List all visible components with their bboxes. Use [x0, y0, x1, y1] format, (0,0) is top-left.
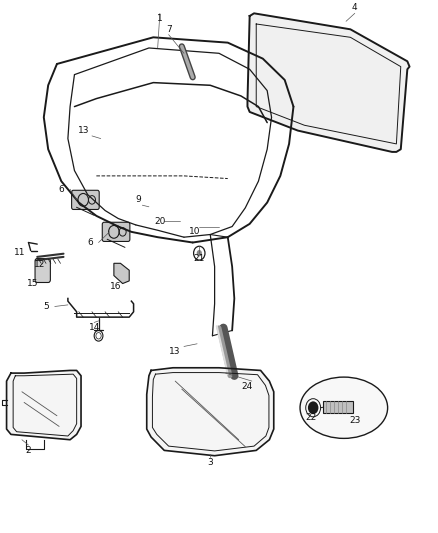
Polygon shape	[7, 370, 81, 440]
Text: 7: 7	[166, 25, 172, 34]
Text: 22: 22	[305, 413, 317, 422]
Text: 20: 20	[154, 217, 166, 225]
Polygon shape	[247, 13, 410, 152]
Text: 24: 24	[242, 382, 253, 391]
Polygon shape	[147, 368, 274, 456]
Text: 9: 9	[135, 196, 141, 204]
Text: 13: 13	[170, 348, 181, 356]
Text: 6: 6	[87, 238, 93, 247]
FancyBboxPatch shape	[35, 259, 50, 282]
Text: 1: 1	[157, 14, 163, 23]
Text: 2: 2	[26, 446, 31, 455]
Circle shape	[197, 250, 202, 256]
FancyBboxPatch shape	[102, 222, 130, 241]
Circle shape	[308, 401, 318, 414]
Bar	[323, 401, 353, 413]
Text: 14: 14	[88, 324, 100, 332]
Text: 21: 21	[194, 254, 205, 263]
Text: 15: 15	[27, 279, 39, 288]
Text: 12: 12	[34, 261, 45, 269]
FancyBboxPatch shape	[71, 190, 99, 209]
Polygon shape	[114, 263, 129, 284]
Text: 3: 3	[207, 458, 213, 467]
Text: 5: 5	[43, 302, 49, 311]
Text: 16: 16	[110, 282, 122, 291]
Text: 11: 11	[14, 248, 25, 256]
Text: 10: 10	[189, 228, 201, 236]
Ellipse shape	[300, 377, 388, 438]
Text: 6: 6	[58, 185, 64, 193]
Text: 4: 4	[352, 4, 357, 12]
Text: 23: 23	[349, 416, 360, 424]
Text: 13: 13	[78, 126, 89, 135]
